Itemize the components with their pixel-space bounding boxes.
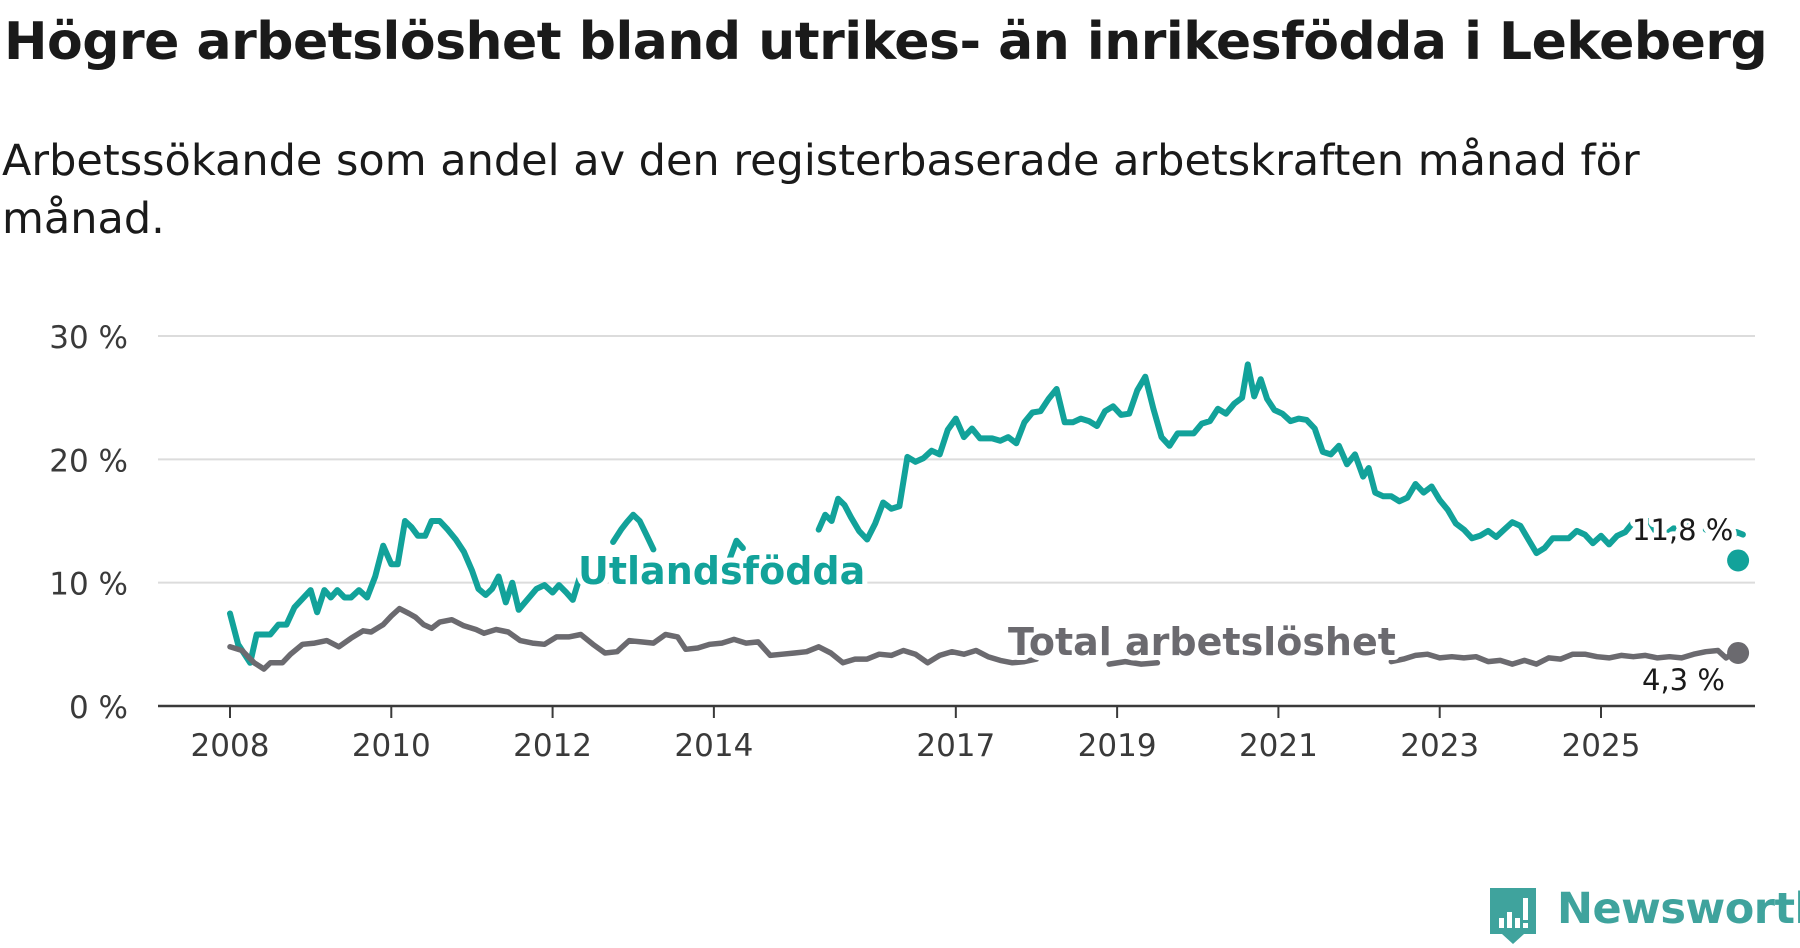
end-value-utlandsfodda: 11,8 % [1632, 513, 1733, 547]
series-labels: Utlandsfödda Total arbetslöshet 11,8 % 4,3 … [573, 508, 1738, 702]
chart-title: Högre arbetslöshet bland utrikes- än inr… [4, 12, 1768, 72]
series-line-total [1106, 658, 1161, 667]
series-line-utlandsfodda [815, 361, 1693, 557]
series-label-utlandsfodda: Utlandsfödda [578, 549, 865, 593]
x-tick-label: 2014 [674, 728, 753, 764]
y-tick-label: 30 % [49, 320, 128, 356]
x-tick-label: 2021 [1239, 728, 1318, 764]
newsworthy-logo-icon [1490, 888, 1536, 944]
x-tick-label: 2008 [191, 728, 270, 764]
series-label-total: Total arbetslöshet [1008, 620, 1396, 664]
y-axis-ticks: 0 % 10 % 20 % 30 % [49, 320, 128, 726]
x-tick-label: 2019 [1078, 728, 1157, 764]
series-line-total [227, 605, 1040, 672]
y-tick-label: 10 % [49, 567, 128, 603]
x-tick-label: 2025 [1562, 728, 1641, 764]
x-tick-label: 2010 [352, 728, 431, 764]
x-tick-label: 2017 [916, 728, 995, 764]
x-tick-label: 2012 [513, 728, 592, 764]
y-tick-label: 0 % [69, 690, 128, 726]
end-value-total: 4,3 % [1642, 663, 1725, 697]
end-point-total [1727, 641, 1750, 664]
series-line-total [1388, 647, 1735, 667]
gridlines [158, 335, 1755, 708]
series-line-utlandsfodda [1702, 520, 1746, 543]
chart-subtitle: Arbetssökande som andel av den registerb… [2, 136, 1640, 244]
end-point-utlandsfodda [1727, 549, 1750, 572]
series-lines [227, 361, 1750, 672]
series-line-utlandsfodda [610, 511, 657, 553]
y-tick-label: 20 % [49, 443, 128, 479]
x-tick-label: 2023 [1400, 728, 1479, 764]
brand-name: Newsworthy [1557, 884, 1800, 934]
series-line-utlandsfodda [727, 537, 746, 561]
series-line-utlandsfodda [227, 518, 590, 666]
x-axis-ticks: 2008 2010 2012 2014 2017 2019 2021 2023 2025 [191, 706, 1641, 764]
